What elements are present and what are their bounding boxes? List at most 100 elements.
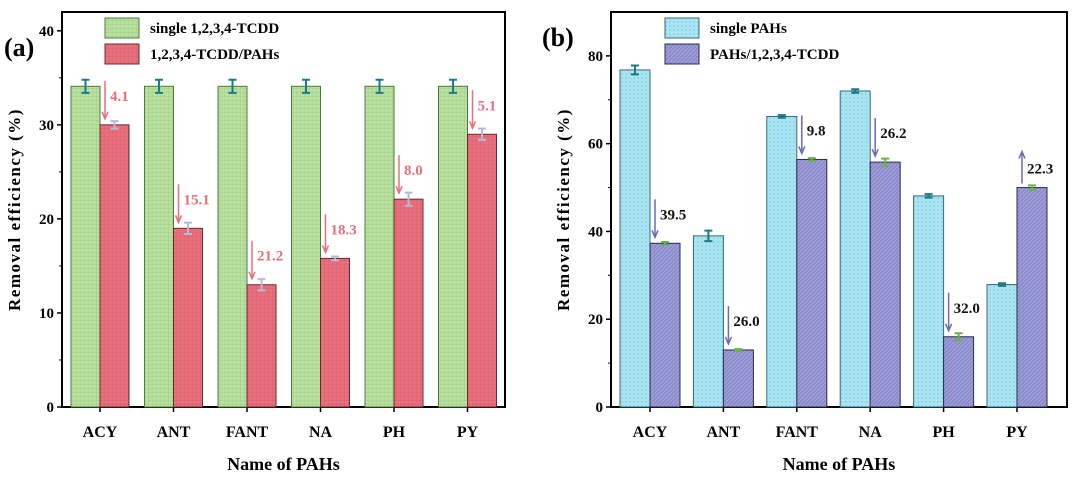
bar-1-2-3-4-tcdd-pahs <box>99 124 130 408</box>
x-axis-label: Name of PAHs <box>227 454 340 474</box>
change-label: 8.0 <box>404 163 423 179</box>
bar-pahs-1-2-3-4-tcdd <box>796 158 828 408</box>
x-tick-label: ACY <box>83 424 118 441</box>
bar-single-1-2-3-4-tcdd <box>291 85 321 408</box>
x-axis-label: Name of PAHs <box>783 454 896 474</box>
change-arrow-icon <box>1018 149 1026 184</box>
error-bar <box>734 348 743 352</box>
error-bar <box>257 278 266 292</box>
error-bar <box>375 78 384 94</box>
panel-label: (a) <box>4 33 34 62</box>
error-bar <box>478 127 486 141</box>
change-arrow-icon <box>395 155 403 196</box>
bar-pahs-1-2-3-4-tcdd <box>722 349 754 408</box>
y-tick-label: 0 <box>596 400 604 416</box>
y-axis-label: Removal efficiency (%) <box>5 108 24 311</box>
change-label: 4.1 <box>110 89 129 105</box>
error-bar <box>331 255 339 262</box>
error-bar <box>1028 184 1036 191</box>
error-bar <box>81 78 90 94</box>
bar-single-1-2-3-4-tcdd <box>144 85 174 408</box>
x-tick-label: FANT <box>226 424 269 441</box>
bar-1-2-3-4-tcdd-pahs <box>173 227 203 408</box>
legend-swatch <box>664 43 700 65</box>
change-arrow-icon <box>724 305 733 346</box>
change-label: 39.5 <box>660 207 686 223</box>
error-bar <box>228 78 237 94</box>
bar-1-2-3-4-tcdd-pahs <box>393 198 424 408</box>
bar-1-2-3-4-tcdd-pahs <box>467 133 497 408</box>
bar-single-pahs <box>619 69 651 408</box>
y-tick-label: 60 <box>588 137 603 153</box>
y-tick-label: 40 <box>39 24 54 40</box>
bar-single-1-2-3-4-tcdd <box>438 85 468 408</box>
change-arrow-icon <box>248 240 256 281</box>
error-bar <box>807 157 816 162</box>
x-tick-label: PY <box>1006 424 1028 441</box>
change-label: 32.0 <box>954 301 980 317</box>
x-tick-label: PH <box>932 424 955 441</box>
x-tick-label: FANT <box>776 424 819 441</box>
error-bar <box>704 229 713 243</box>
panel-a: 0 10 20 30 40 Removal efficiency (%) Name of P… <box>4 11 506 474</box>
error-bar <box>404 191 413 207</box>
change-arrow-icon <box>651 199 659 240</box>
panel-label: (b) <box>542 23 574 52</box>
legend-label: PAHs/1,2,3,4-TCDD <box>710 47 839 63</box>
change-arrow-icon <box>871 118 879 159</box>
y-tick-label: 10 <box>39 306 54 322</box>
change-label: 5.1 <box>478 98 497 114</box>
error-bar <box>184 221 192 235</box>
change-arrow-icon <box>321 214 330 255</box>
bar-pahs-1-2-3-4-tcdd <box>943 336 975 408</box>
error-bar <box>631 64 639 76</box>
plot-frame <box>61 11 506 408</box>
y-tick-label: 30 <box>39 118 54 134</box>
x-tick-label: NA <box>309 424 333 441</box>
x-tick-label: ACY <box>633 424 668 441</box>
bar-single-pahs <box>913 195 945 408</box>
legend-swatch <box>104 43 140 65</box>
bar-1-2-3-4-tcdd-pahs <box>246 284 277 408</box>
change-label: 26.2 <box>880 126 906 142</box>
change-label: 9.8 <box>807 123 826 139</box>
legend-label: 1,2,3,4-TCDD/PAHs <box>150 47 279 63</box>
y-tick-label: 20 <box>588 312 603 328</box>
change-arrow-icon <box>101 80 109 121</box>
change-arrow-icon <box>468 90 477 131</box>
error-bar <box>998 282 1006 287</box>
bar-single-pahs <box>766 115 798 408</box>
legend-swatch <box>104 17 140 39</box>
y-tick-label: 40 <box>588 224 603 240</box>
y-tick-label: 80 <box>588 49 603 65</box>
change-label: 22.3 <box>1027 162 1053 178</box>
bar-single-pahs <box>839 90 871 408</box>
change-arrow-icon <box>798 115 806 156</box>
x-tick-label: ANT <box>157 424 191 441</box>
x-tick-label: PY <box>457 424 479 441</box>
error-bar <box>155 78 163 94</box>
bar-pahs-1-2-3-4-tcdd <box>1016 187 1048 408</box>
y-tick-label: 20 <box>39 212 54 228</box>
change-arrow-icon <box>944 292 953 333</box>
error-bar <box>851 88 860 94</box>
change-label: 26.0 <box>733 314 759 330</box>
legend-swatch <box>664 17 700 39</box>
bar-1-2-3-4-tcdd-pahs <box>320 257 350 408</box>
error-bar <box>924 193 933 199</box>
x-tick-label: NA <box>859 424 883 441</box>
change-label: 18.3 <box>331 222 357 238</box>
error-bar <box>661 240 669 246</box>
plot-frame <box>610 11 1068 408</box>
change-arrow-icon <box>174 184 183 225</box>
error-bar <box>449 78 457 94</box>
bar-pahs-1-2-3-4-tcdd <box>869 161 901 408</box>
error-bar <box>110 120 119 130</box>
change-label: 15.1 <box>184 192 210 208</box>
x-tick-label: PH <box>383 424 406 441</box>
bar-single-1-2-3-4-tcdd <box>217 85 248 408</box>
legend-label: single PAHs <box>710 21 787 37</box>
bar-single-1-2-3-4-tcdd <box>364 85 395 408</box>
y-tick-label: 0 <box>47 400 55 416</box>
